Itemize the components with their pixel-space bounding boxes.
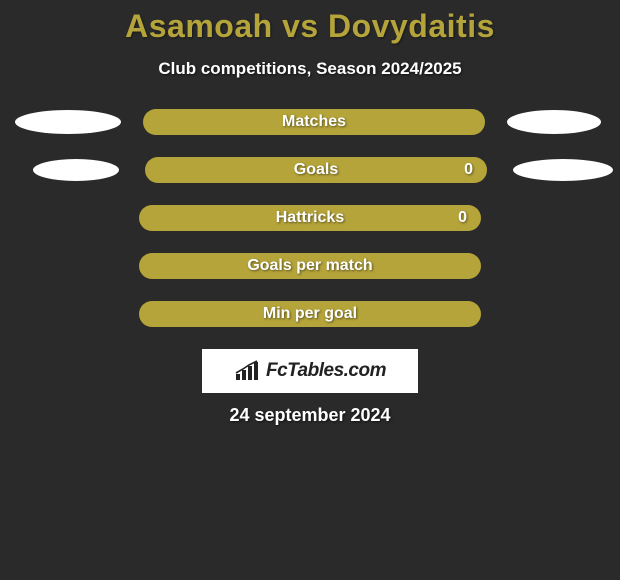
stat-row-hattricks: Hattricks 0 <box>0 205 620 231</box>
stat-row-goals: Goals 0 <box>0 157 620 183</box>
stat-bar: Matches <box>143 109 485 135</box>
stat-label: Hattricks <box>276 209 344 227</box>
date-text: 24 september 2024 <box>0 405 620 426</box>
stat-bar: Goals 0 <box>145 157 487 183</box>
comparison-infographic: Asamoah vs Dovydaitis Club competitions,… <box>0 0 620 426</box>
page-subtitle: Club competitions, Season 2024/2025 <box>0 59 620 79</box>
stat-value-right: 0 <box>458 209 467 227</box>
right-value-ellipse <box>513 159 613 181</box>
page-title: Asamoah vs Dovydaitis <box>0 8 620 45</box>
stat-bar: Goals per match <box>139 253 481 279</box>
stat-value-right: 0 <box>464 161 473 179</box>
left-value-ellipse <box>15 110 121 134</box>
stat-bar: Min per goal <box>139 301 481 327</box>
logo-text: FcTables.com <box>266 360 386 382</box>
stat-bar: Hattricks 0 <box>139 205 481 231</box>
stat-row-goals-per-match: Goals per match <box>0 253 620 279</box>
stat-row-min-per-goal: Min per goal <box>0 301 620 327</box>
stat-row-matches: Matches <box>0 109 620 135</box>
right-value-ellipse <box>507 110 601 134</box>
stat-label: Goals <box>294 161 338 179</box>
bar-chart-icon <box>234 360 260 382</box>
logo-box: FcTables.com <box>202 349 418 393</box>
stat-label: Goals per match <box>247 257 372 275</box>
logo: FcTables.com <box>234 360 386 382</box>
left-value-ellipse <box>33 159 119 181</box>
stat-label: Matches <box>282 113 346 131</box>
stat-label: Min per goal <box>263 305 357 323</box>
